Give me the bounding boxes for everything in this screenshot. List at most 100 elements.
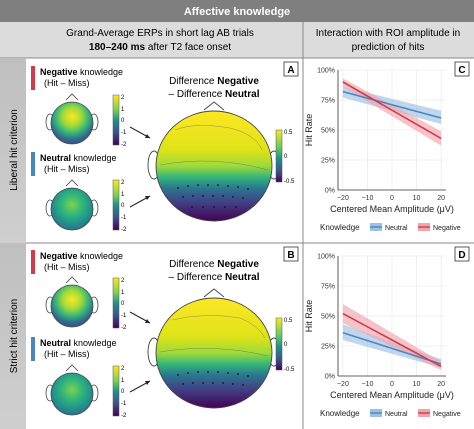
right-header-line1: Interaction with ROI amplitude in: [316, 28, 461, 39]
x-tick-label: 20: [437, 195, 445, 202]
y-axis-label: Hit Rate: [304, 114, 314, 147]
x-axis-label: Centered Mean Amplitude (μV): [330, 204, 454, 214]
big-map-line2-pre: – Difference: [169, 89, 226, 100]
x-tick-label: 10: [413, 381, 421, 388]
cbar-tick: -2: [121, 325, 127, 331]
neutral-rest: knowledge: [71, 153, 117, 163]
hit-miss-label: (Hit – Miss): [44, 78, 90, 88]
neutral-marker: [31, 152, 35, 176]
series-line-negative: [342, 312, 442, 368]
x-axis-label: Centered Mean Amplitude (μV): [330, 390, 454, 400]
neutral-bold: Neutral: [40, 338, 71, 348]
cbar-tick: 2: [121, 366, 125, 372]
row-liberal-maps: Negative knowledge (Hit – Miss) 2 1 0 -1…: [31, 61, 299, 233]
figure-title: Affective knowledge: [184, 6, 290, 18]
cbar-tick: -1: [121, 313, 127, 319]
x-tick-label: −10: [362, 381, 374, 388]
x-tick-label: 0: [390, 195, 394, 202]
big-map-line1-pre: Difference: [169, 259, 217, 270]
big-map-line1-bold: Negative: [217, 76, 259, 87]
head-difference-liberal: [147, 101, 281, 222]
head-neutral-strict: [45, 364, 99, 416]
right-header-line2: prediction of hits: [352, 42, 425, 53]
colorbar-small-ticks: 2 1 0 -1 -2: [121, 366, 127, 419]
left-header-rest: after T2 face onset: [145, 42, 231, 53]
cbar-tick: -1: [121, 215, 127, 221]
colorbar-small: [112, 277, 120, 329]
panel-letter-d: D: [458, 250, 465, 261]
cbar-tick: 2: [121, 180, 125, 186]
neutral-knowledge-label: Neutral knowledge: [40, 153, 117, 163]
cbar-tick: -1: [121, 401, 127, 407]
big-map-line1-bold: Negative: [217, 259, 259, 270]
series-line-negative: [342, 81, 442, 140]
y-tick-label: 0%: [325, 188, 335, 195]
panel-letter-a: A: [287, 65, 294, 76]
cbar-tick: 1: [121, 192, 125, 198]
side-label-liberal: Liberal hit criterion: [9, 109, 20, 191]
panel-letter-box: [283, 246, 299, 262]
colorbar-small: [112, 94, 120, 146]
hit-miss-label: (Hit – Miss): [44, 349, 90, 359]
colorbar-small: [112, 179, 120, 231]
y-tick-label: 25%: [321, 158, 335, 165]
hit-miss-label: (Hit – Miss): [44, 262, 90, 272]
head-difference-strict: [147, 288, 281, 409]
panel-letter-b: B: [287, 250, 294, 261]
negative-marker: [31, 66, 35, 90]
cbar-tick: -2: [121, 227, 127, 233]
panel-letter-box: [283, 61, 299, 77]
head-negative-strict: [45, 276, 99, 328]
colorbar-small-ticks: 2 1 0 -1 -2: [121, 180, 127, 233]
negative-bold: Negative: [40, 251, 78, 261]
colorbar-small-ticks: 2 1 0 -1 -2: [121, 95, 127, 148]
big-map-line1: Difference Negative: [169, 259, 259, 270]
left-header-bold: 180–240 ms: [89, 42, 146, 53]
left-header-line2: 180–240 ms after T2 face onset: [89, 42, 231, 53]
cbar-tick: 0: [121, 301, 125, 307]
cbar-tick: 0.5: [284, 130, 293, 136]
subheader-band: [0, 22, 474, 58]
legend-title: Knowledge: [320, 409, 360, 418]
side-label-strict: Strict hit criterion: [9, 299, 20, 373]
big-map-line1-pre: Difference: [169, 76, 217, 87]
negative-rest: knowledge: [78, 67, 124, 77]
neutral-rest: knowledge: [71, 338, 117, 348]
left-header-line1: Grand-Average ERPs in short lag AB trial…: [66, 28, 254, 39]
big-map-line2-bold: Neutral: [225, 89, 260, 100]
chart-hit-rate-strict: 100% 75% 50% 25% 0%−20 −10 0 10 20 Centered Mean …: [304, 254, 461, 419]
cbar-tick: 0: [121, 118, 125, 124]
cbar-tick: 2: [121, 278, 125, 284]
colorbar-small-ticks: 2 1 0 -1 -2: [121, 278, 127, 331]
big-map-line1: Difference Negative: [169, 76, 259, 87]
big-map-line2: – Difference Neutral: [169, 272, 260, 283]
cbar-tick: 1: [121, 107, 125, 113]
legend-label-neutral: Neutral: [385, 411, 408, 418]
legend-label-negative: Negative: [433, 411, 461, 418]
y-tick-label: 100%: [317, 254, 335, 261]
panel-letter-c: C: [458, 65, 465, 76]
hit-miss-label: (Hit – Miss): [44, 164, 90, 174]
colorbar-big: [275, 129, 283, 183]
cbar-tick: 0: [284, 342, 288, 348]
cbar-tick: 2: [121, 95, 125, 101]
y-tick-label: 25%: [321, 344, 335, 351]
x-tick-label: 0: [390, 381, 394, 388]
neutral-marker: [31, 337, 35, 361]
cbar-tick: -2: [121, 413, 127, 419]
colorbar-big: [275, 317, 283, 371]
colorbar-big-ticks: 0.5 0 -0.5: [284, 130, 295, 185]
legend-label-negative: Negative: [433, 225, 461, 232]
cbar-tick: 0.5: [284, 318, 293, 324]
colorbar-big-ticks: 0.5 0 -0.5: [284, 318, 295, 373]
y-tick-label: 75%: [321, 284, 335, 291]
legend-label-neutral: Neutral: [385, 225, 408, 232]
x-tick-label: 20: [437, 381, 445, 388]
y-tick-label: 50%: [321, 128, 335, 135]
cbar-tick: -0.5: [284, 179, 295, 185]
y-tick-label: 75%: [321, 98, 335, 105]
series-line-neutral: [342, 90, 442, 119]
panel-letter-box: [454, 246, 470, 262]
panel-letter-box: [454, 61, 470, 77]
